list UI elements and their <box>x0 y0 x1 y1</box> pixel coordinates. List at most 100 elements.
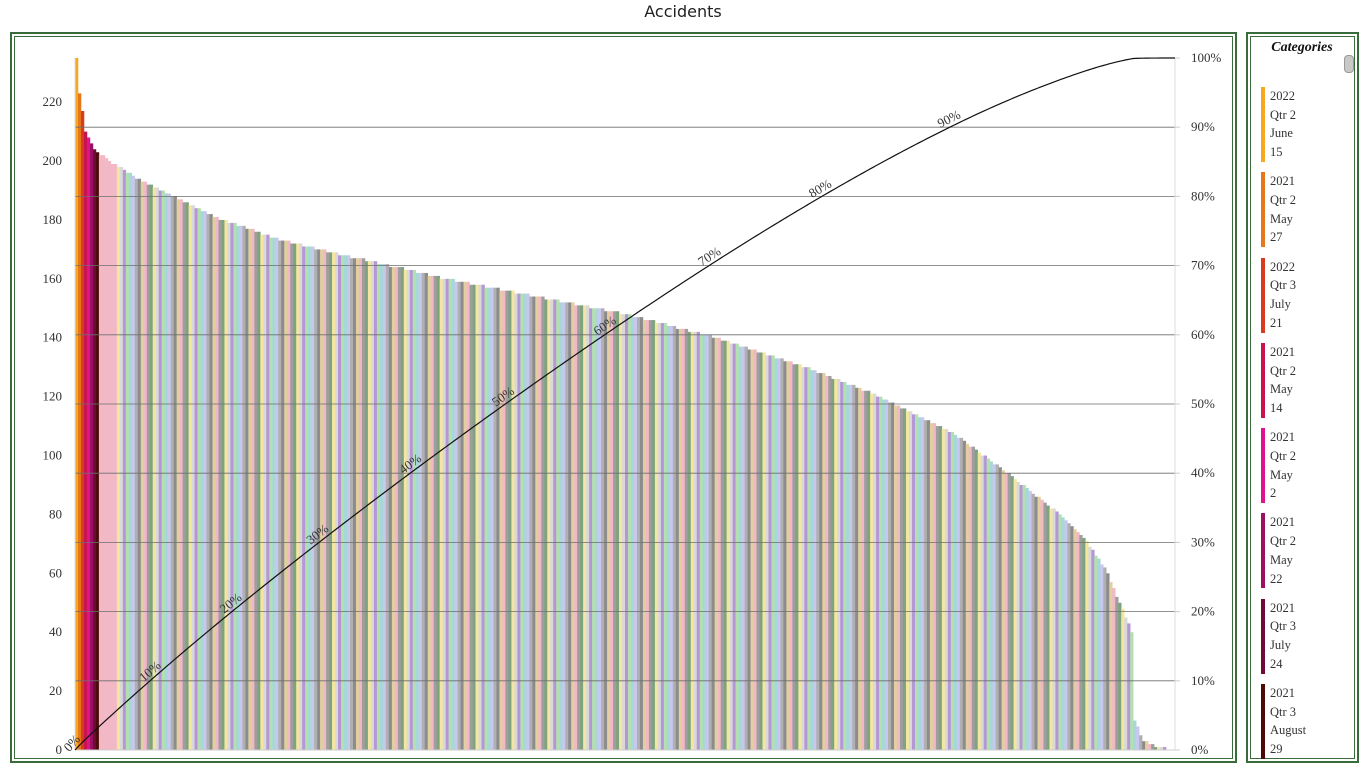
bar[interactable] <box>257 231 261 751</box>
bar[interactable] <box>711 337 715 750</box>
bar[interactable] <box>882 399 886 750</box>
bar[interactable] <box>929 423 934 750</box>
bar[interactable] <box>908 411 913 750</box>
bar[interactable] <box>577 305 581 750</box>
bar[interactable] <box>837 378 841 750</box>
bar[interactable] <box>242 225 246 751</box>
bar[interactable] <box>553 299 557 750</box>
bar[interactable] <box>499 290 503 750</box>
bar[interactable] <box>998 467 1002 750</box>
bar[interactable] <box>613 311 617 750</box>
bar[interactable] <box>971 446 976 750</box>
bar[interactable] <box>224 219 228 750</box>
bar[interactable] <box>137 178 142 751</box>
bar[interactable] <box>1136 726 1140 750</box>
bar[interactable] <box>777 358 781 750</box>
bar[interactable] <box>669 325 674 750</box>
bar[interactable] <box>83 131 88 750</box>
bar[interactable] <box>816 373 820 750</box>
bar[interactable] <box>627 314 632 750</box>
bar[interactable] <box>260 234 264 750</box>
bar[interactable] <box>762 352 766 750</box>
bar[interactable] <box>409 270 414 750</box>
bar[interactable] <box>287 240 291 750</box>
bar[interactable] <box>741 346 745 750</box>
legend-item[interactable]: 2021 Qtr 2 May 14 <box>1261 342 1343 428</box>
bar[interactable] <box>920 417 925 750</box>
bar[interactable] <box>511 290 515 750</box>
bar[interactable] <box>944 429 949 750</box>
bar[interactable] <box>308 246 312 750</box>
bar[interactable] <box>421 272 426 750</box>
bar[interactable] <box>1073 529 1077 750</box>
bar[interactable] <box>95 152 100 751</box>
bar[interactable] <box>502 290 506 750</box>
bar[interactable] <box>795 364 799 750</box>
bar[interactable] <box>843 381 847 750</box>
bar[interactable] <box>654 323 659 750</box>
bar[interactable] <box>143 181 148 750</box>
bar[interactable] <box>589 308 593 750</box>
bar[interactable] <box>134 178 139 751</box>
bar[interactable] <box>651 320 656 750</box>
bar[interactable] <box>771 355 775 750</box>
bar[interactable] <box>1082 537 1086 750</box>
bar[interactable] <box>977 452 982 750</box>
bar[interactable] <box>894 405 898 750</box>
bar[interactable] <box>804 367 808 750</box>
bar[interactable] <box>604 311 608 750</box>
bar[interactable] <box>439 278 443 750</box>
legend-item[interactable]: 2021 Qtr 2 May 2 <box>1261 428 1343 513</box>
bar[interactable] <box>466 281 470 750</box>
bar[interactable] <box>1052 508 1056 750</box>
bar[interactable] <box>1163 747 1167 750</box>
bar[interactable] <box>236 225 240 751</box>
bar[interactable] <box>879 396 883 750</box>
bar[interactable] <box>1079 535 1083 750</box>
bar[interactable] <box>311 246 315 750</box>
bar[interactable] <box>905 411 910 750</box>
bar[interactable] <box>403 270 408 750</box>
bar[interactable] <box>415 272 420 750</box>
bar[interactable] <box>792 364 796 750</box>
bar[interactable] <box>1076 532 1080 750</box>
bar[interactable] <box>953 434 958 750</box>
bar[interactable] <box>675 328 680 750</box>
bar[interactable] <box>358 258 363 750</box>
bar[interactable] <box>1148 744 1152 750</box>
bar[interactable] <box>397 267 402 750</box>
bar[interactable] <box>493 287 497 750</box>
bar[interactable] <box>535 296 539 750</box>
bar[interactable] <box>463 281 467 750</box>
bar[interactable] <box>672 325 677 750</box>
bar[interactable] <box>475 284 479 750</box>
bar[interactable] <box>538 296 542 750</box>
bar[interactable] <box>768 355 772 750</box>
bar[interactable] <box>633 317 638 750</box>
bar[interactable] <box>388 267 393 750</box>
bar[interactable] <box>251 228 255 751</box>
bar[interactable] <box>598 308 602 750</box>
bar[interactable] <box>825 376 829 750</box>
bar[interactable] <box>1157 747 1161 750</box>
legend-item[interactable]: 2021 Qtr 3 July 24 <box>1261 598 1343 684</box>
bar[interactable] <box>152 187 157 750</box>
bar[interactable] <box>508 290 512 750</box>
bar[interactable] <box>227 222 231 750</box>
bar[interactable] <box>457 281 461 750</box>
bar[interactable] <box>681 328 686 750</box>
bar[interactable] <box>1091 549 1095 750</box>
bar[interactable] <box>819 373 823 750</box>
bar[interactable] <box>335 252 339 750</box>
bar[interactable] <box>962 440 967 750</box>
bar[interactable] <box>678 328 683 750</box>
bar[interactable] <box>547 299 551 750</box>
bar[interactable] <box>956 437 961 750</box>
bar[interactable] <box>490 287 494 750</box>
bar[interactable] <box>523 293 527 750</box>
bar[interactable] <box>1112 588 1116 750</box>
bar[interactable] <box>430 275 434 750</box>
bar[interactable] <box>520 293 524 750</box>
bar[interactable] <box>140 181 145 750</box>
bar[interactable] <box>1145 741 1149 750</box>
